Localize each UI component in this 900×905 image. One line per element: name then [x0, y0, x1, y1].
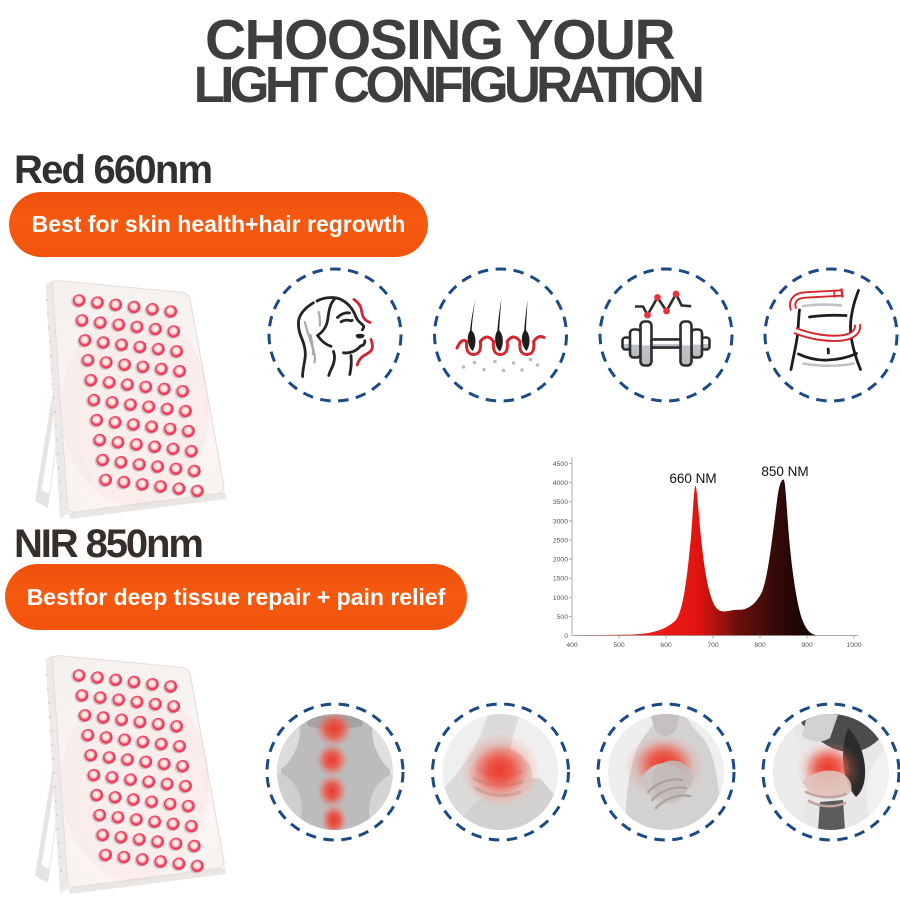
svg-text:1500: 1500: [553, 576, 568, 583]
svg-text:4500: 4500: [553, 461, 568, 468]
svg-text:1000: 1000: [846, 642, 861, 649]
svg-text:850 NM: 850 NM: [761, 464, 808, 479]
svg-text:2000: 2000: [553, 557, 568, 564]
svg-text:660 NM: 660 NM: [669, 471, 716, 486]
svg-text:0: 0: [564, 633, 568, 640]
svg-text:3500: 3500: [553, 499, 568, 506]
svg-text:900: 900: [801, 642, 813, 649]
svg-text:3000: 3000: [553, 518, 568, 525]
svg-text:1000: 1000: [553, 595, 568, 602]
svg-text:2500: 2500: [553, 537, 568, 544]
svg-text:4000: 4000: [553, 480, 568, 487]
svg-text:500: 500: [557, 614, 569, 621]
svg-text:400: 400: [566, 642, 578, 649]
svg-text:700: 700: [707, 642, 719, 649]
svg-text:600: 600: [660, 642, 672, 649]
svg-text:500: 500: [613, 642, 625, 649]
svg-text:800: 800: [754, 642, 766, 649]
